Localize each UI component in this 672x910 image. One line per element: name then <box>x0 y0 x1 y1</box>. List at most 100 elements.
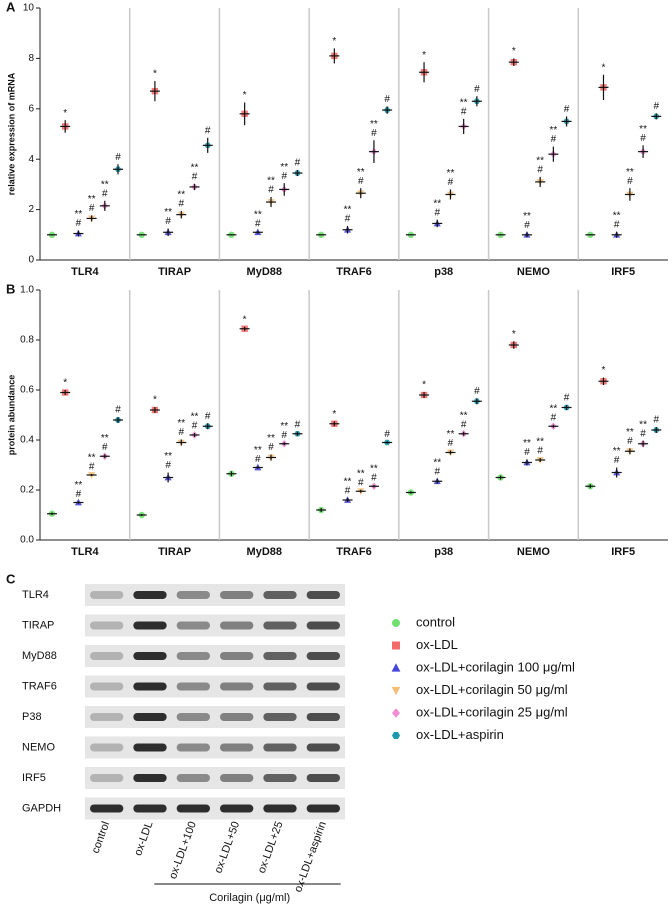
significance: ** <box>267 176 275 187</box>
significance: * <box>422 380 426 391</box>
band <box>133 774 167 782</box>
blot-strip <box>85 736 345 759</box>
significance: ** <box>447 168 455 179</box>
significance: # <box>371 473 377 484</box>
lane-label: ox-LDL+25 <box>256 820 286 875</box>
significance: ** <box>75 480 83 491</box>
band <box>263 774 297 782</box>
significance: * <box>602 365 606 376</box>
significance: ** <box>370 119 378 130</box>
significance: ** <box>357 167 365 178</box>
significance: # <box>205 411 211 422</box>
significance: ** <box>280 162 288 173</box>
band <box>133 621 167 630</box>
band <box>220 743 254 752</box>
significance: ** <box>191 163 199 174</box>
significance: # <box>614 455 620 466</box>
band <box>176 804 210 813</box>
y-tick-label: 6 <box>28 103 34 114</box>
significance: # <box>89 203 95 214</box>
significance: # <box>434 207 440 218</box>
x-tick-label: p38 <box>434 266 453 278</box>
blot-strip <box>85 706 345 728</box>
band <box>263 591 297 599</box>
significance: ** <box>88 453 96 464</box>
significance: # <box>192 421 198 432</box>
band <box>90 591 124 599</box>
panel-label: C <box>6 571 16 586</box>
band <box>220 652 254 660</box>
significance: ** <box>177 418 185 429</box>
significance: # <box>345 214 351 225</box>
significance: # <box>281 171 287 182</box>
significance: # <box>524 220 530 231</box>
protein-label: NEMO <box>22 741 55 753</box>
protein-label: P38 <box>22 711 42 723</box>
significance: ** <box>523 211 531 222</box>
protein-label: TLR4 <box>22 589 49 601</box>
significance: * <box>243 90 247 101</box>
x-tick-label: NEMO <box>517 546 550 558</box>
significance: # <box>524 447 530 458</box>
significance: # <box>371 128 377 139</box>
lane-label: ox-LDL <box>132 820 155 857</box>
y-tick-label: 0.2 <box>20 485 34 496</box>
y-axis-label: protein abundance <box>6 375 16 456</box>
protein-label: GAPDH <box>22 802 61 814</box>
band <box>306 682 340 691</box>
significance: # <box>205 125 211 136</box>
y-tick-label: 10 <box>23 3 35 14</box>
band <box>263 682 297 691</box>
significance: * <box>63 378 67 389</box>
band <box>220 774 254 782</box>
significance: ** <box>536 155 544 166</box>
significance: # <box>345 486 351 497</box>
band <box>90 743 124 752</box>
y-axis-label: relative expression of mRNA <box>6 72 16 195</box>
significance: ** <box>88 194 96 205</box>
significance: # <box>627 176 633 187</box>
x-tick-label: MyD88 <box>247 546 282 558</box>
significance: # <box>654 415 660 426</box>
significance: ** <box>280 421 288 432</box>
band <box>220 804 254 813</box>
significance: # <box>551 412 557 423</box>
significance: # <box>179 199 185 210</box>
band <box>133 591 167 599</box>
significance: ** <box>357 468 365 479</box>
significance: # <box>192 172 198 183</box>
band <box>133 804 167 813</box>
band <box>306 591 340 599</box>
lane-label: ox-LDL+50 <box>212 820 242 875</box>
significance: * <box>602 62 606 73</box>
marker <box>392 619 400 627</box>
blot-strip <box>85 645 345 667</box>
y-tick-label: 1.0 <box>20 285 34 296</box>
significance: ** <box>370 464 378 475</box>
significance: # <box>268 442 274 453</box>
x-tick-label: TIRAP <box>158 546 191 558</box>
significance: ** <box>433 457 441 468</box>
blot-strip <box>85 797 345 820</box>
significance: # <box>358 477 364 488</box>
significance: ** <box>536 437 544 448</box>
significance: # <box>474 386 480 397</box>
y-tick-label: 8 <box>28 53 34 64</box>
significance: # <box>461 419 467 430</box>
significance: # <box>654 101 660 112</box>
band <box>306 774 340 782</box>
significance: # <box>448 177 454 188</box>
significance: # <box>640 133 646 144</box>
band <box>306 652 340 660</box>
significance: ** <box>460 98 468 109</box>
band <box>263 743 297 752</box>
significance: # <box>537 446 543 457</box>
significance: # <box>448 438 454 449</box>
significance: ** <box>549 125 557 136</box>
significance: # <box>102 442 108 453</box>
significance: # <box>76 489 82 500</box>
significance: # <box>281 430 287 441</box>
protein-label: TRAF6 <box>22 680 57 692</box>
significance: # <box>537 164 543 175</box>
significance: ** <box>639 124 647 135</box>
